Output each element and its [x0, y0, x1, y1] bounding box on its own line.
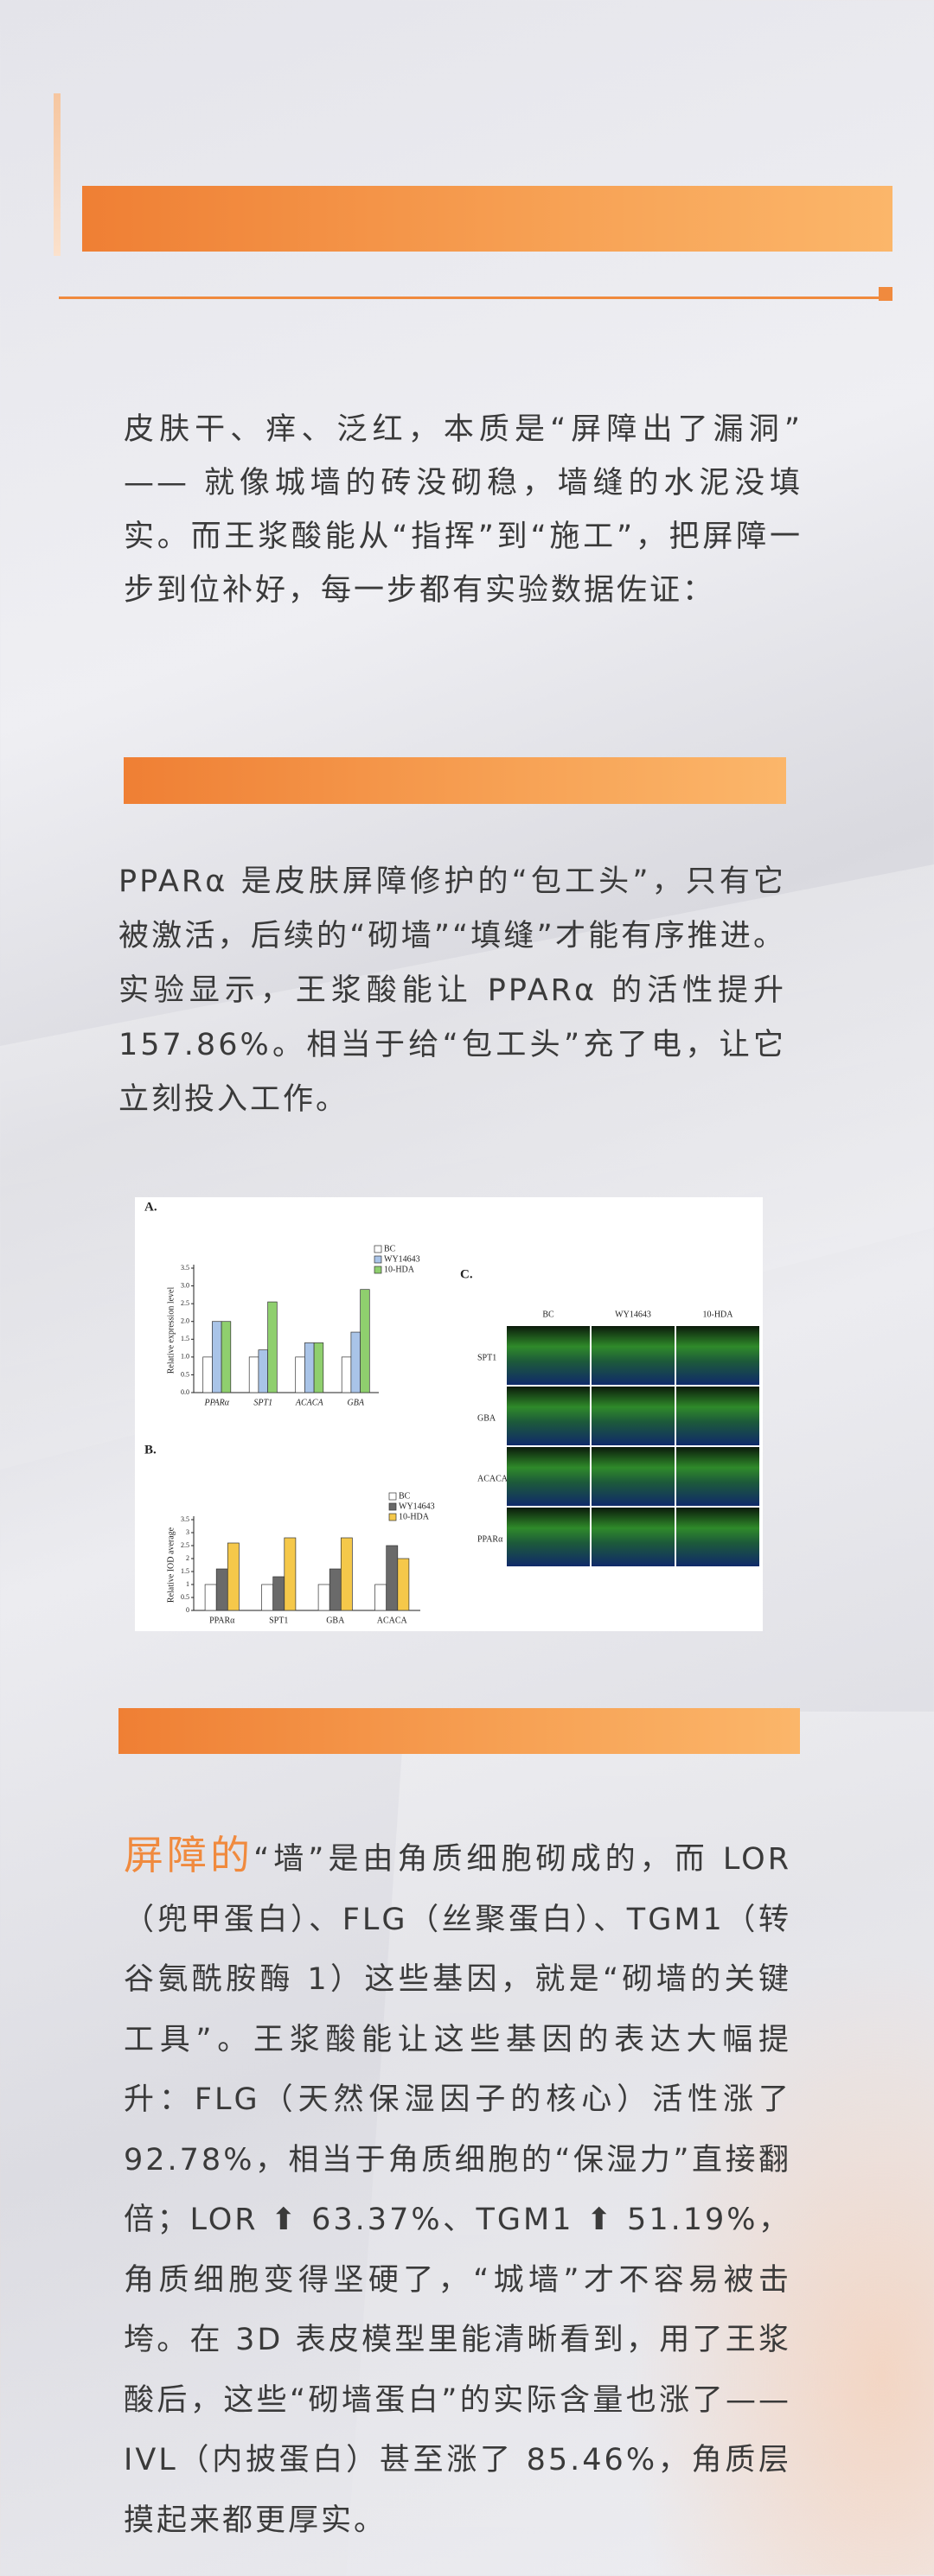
bar — [397, 1558, 410, 1611]
highlight-text: 屏障的 — [124, 1832, 254, 1878]
micrograph — [592, 1447, 675, 1506]
x-tick-label: SPT1 — [269, 1616, 288, 1625]
bar — [212, 1321, 222, 1393]
bar — [215, 1568, 228, 1611]
bar — [227, 1542, 240, 1611]
header-bar — [118, 1708, 800, 1754]
y-tick-label: 3.5 — [181, 1515, 189, 1523]
section-text: 屏障的“墙”是由角质细胞砌成的，而 LOR（兜甲蛋白）、FLG（丝聚蛋白）、TG… — [124, 1826, 791, 2551]
bar — [374, 1584, 387, 1611]
legend-label: WY14643 — [399, 1502, 435, 1511]
bar — [272, 1576, 285, 1611]
x-tick-label: SPT1 — [253, 1398, 272, 1407]
divider-line — [59, 296, 880, 299]
y-tick-label: 2.5 — [181, 1299, 189, 1307]
micrograph — [507, 1326, 590, 1385]
y-tick-label: 1.5 — [181, 1335, 189, 1342]
legend-label: BC — [384, 1244, 396, 1253]
bar — [284, 1537, 297, 1611]
x-tick-label: PPARα — [204, 1398, 230, 1407]
bar — [360, 1289, 370, 1393]
micrograph — [592, 1387, 675, 1445]
bar — [341, 1356, 352, 1393]
y-tick-label: 0.0 — [181, 1388, 189, 1396]
y-tick-label: 1.5 — [181, 1567, 189, 1575]
bar — [202, 1356, 213, 1393]
y-tick-label: 0.5 — [181, 1593, 189, 1601]
y-tick-label: 2 — [186, 1554, 189, 1562]
bar — [248, 1356, 259, 1393]
y-tick-label: 3.0 — [181, 1281, 189, 1289]
micrograph — [676, 1387, 759, 1445]
x-tick-label: GBA — [326, 1616, 345, 1625]
bar — [258, 1349, 268, 1393]
body-text: “墙”是由角质细胞砌成的，而 LOR（兜甲蛋白）、FLG（丝聚蛋白）、TGM1（… — [124, 1842, 792, 2538]
column-label: 10-HDA — [703, 1310, 734, 1319]
y-tick-label: 3.5 — [181, 1264, 189, 1272]
bar — [304, 1342, 315, 1393]
accent-bar — [54, 93, 61, 256]
x-tick-label: GBA — [348, 1398, 365, 1407]
panel-label: B. — [144, 1443, 157, 1457]
bar — [221, 1321, 232, 1393]
micrograph — [507, 1508, 590, 1566]
micrograph — [507, 1447, 590, 1506]
legend-label: 10-HDA — [399, 1512, 430, 1521]
intro-text: 皮肤干、痒、泛红，本质是“屏障出了漏洞”—— 就像城墙的砖没砌稳，墙缝的水泥没填… — [124, 412, 803, 608]
micrograph — [592, 1326, 675, 1385]
bar — [329, 1568, 342, 1611]
micrograph — [507, 1387, 590, 1445]
divider-end — [879, 287, 892, 301]
column-label: WY14643 — [615, 1310, 651, 1319]
y-tick-label: 1 — [186, 1580, 189, 1588]
y-tick-label: 2.5 — [181, 1541, 189, 1549]
row-label: SPT1 — [477, 1353, 496, 1362]
y-tick-label: 0 — [186, 1606, 189, 1614]
legend-swatch — [388, 1513, 397, 1521]
bar — [386, 1545, 399, 1611]
row-label: PPARα — [477, 1534, 503, 1544]
x-tick-label: ACACA — [377, 1616, 408, 1625]
figure: A. 0.0 0.5 1.0 1.5 2.0 2.5 3.0 3.5 Relative expre… — [135, 1197, 763, 1631]
header-bar — [82, 186, 892, 252]
legend-label: 10-HDA — [384, 1265, 415, 1274]
column-label: BC — [542, 1310, 554, 1319]
micrograph — [676, 1326, 759, 1385]
panel-label: C. — [460, 1267, 473, 1281]
bar — [261, 1584, 274, 1611]
bar — [340, 1537, 353, 1611]
row-label: GBA — [477, 1413, 496, 1423]
bar — [317, 1584, 330, 1611]
y-tick-label: 3 — [186, 1528, 189, 1536]
legend-swatch — [388, 1492, 397, 1501]
bar — [350, 1331, 361, 1393]
bar — [204, 1584, 217, 1611]
y-axis-label: Relative IOD average — [166, 1527, 176, 1603]
y-axis-label: Relative expression level — [166, 1287, 176, 1374]
legend-swatch — [374, 1245, 382, 1253]
bar — [313, 1342, 324, 1393]
row-label: ACACA — [477, 1474, 509, 1483]
y-tick-label: 0.5 — [181, 1370, 189, 1378]
legend-swatch — [374, 1266, 382, 1274]
bar — [295, 1356, 305, 1393]
bg-panel — [346, 1712, 934, 2576]
micrograph — [676, 1508, 759, 1566]
micrograph — [676, 1447, 759, 1506]
section-text: PPARα 是皮肤屏障修护的“包工头”，只有它被激活，后续的“砌墙”“填缝”才能… — [118, 864, 786, 1117]
panel-label: A. — [144, 1200, 157, 1214]
y-tick-label: 2.0 — [181, 1317, 189, 1325]
legend-swatch — [388, 1502, 397, 1511]
header-bar — [124, 757, 786, 804]
legend-label: WY14643 — [384, 1254, 420, 1264]
legend-swatch — [374, 1255, 382, 1264]
y-tick-label: 1.0 — [181, 1353, 189, 1361]
bar — [267, 1301, 278, 1393]
x-tick-label: PPARα — [209, 1616, 235, 1625]
micrograph — [592, 1508, 675, 1566]
x-tick-label: ACACA — [295, 1398, 324, 1407]
legend-label: BC — [399, 1491, 411, 1501]
